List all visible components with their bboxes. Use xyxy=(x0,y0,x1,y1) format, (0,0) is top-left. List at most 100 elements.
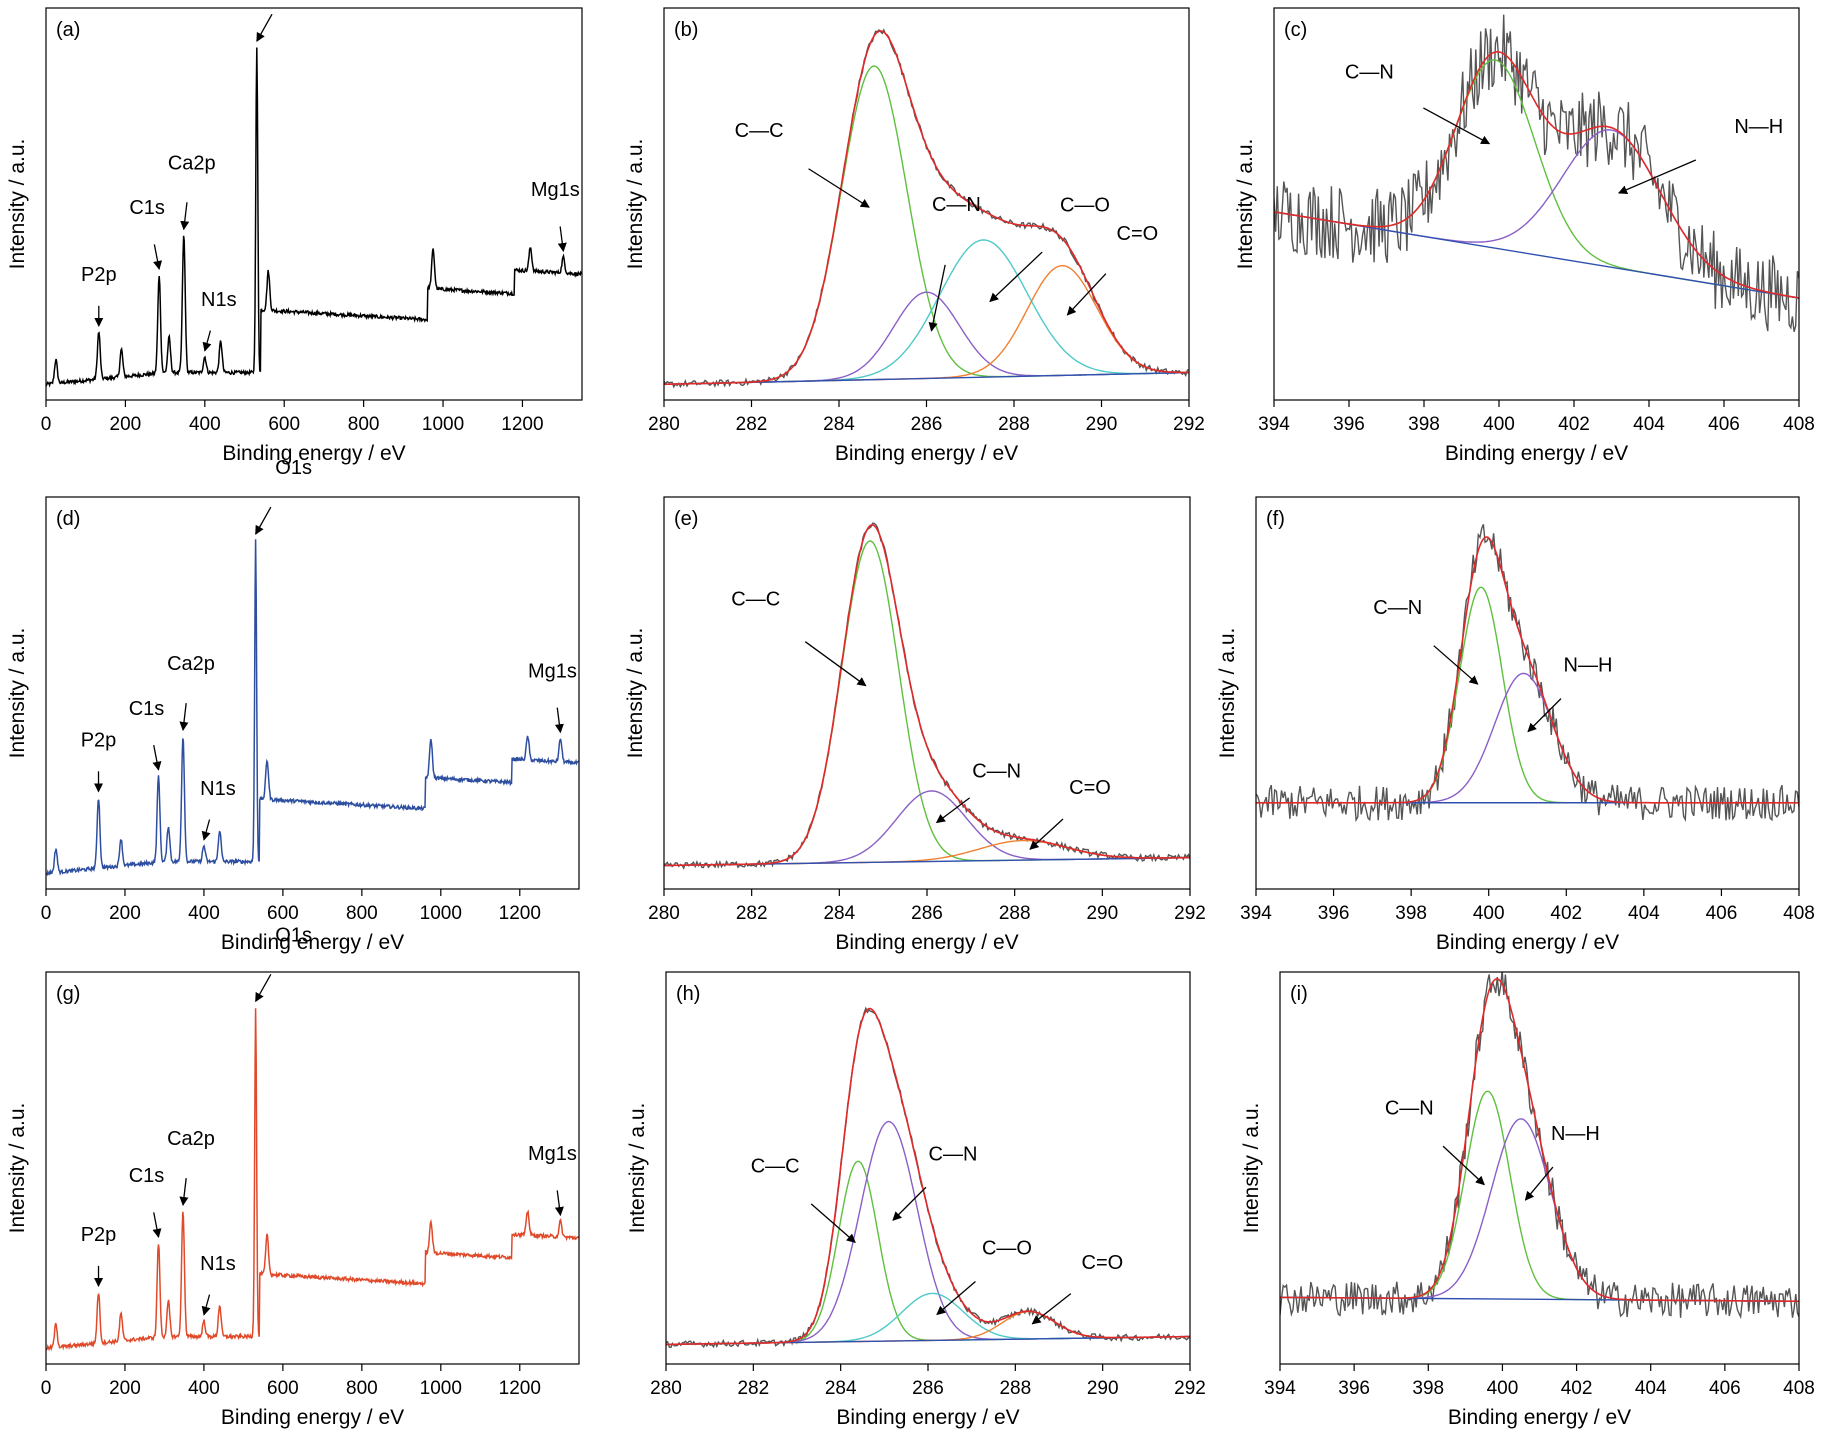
plot-frame xyxy=(663,496,1191,890)
annotation-arrow xyxy=(152,1212,162,1238)
x-tick-label: 1000 xyxy=(420,1378,462,1399)
x-tick-label: 284 xyxy=(825,1378,857,1399)
x-tick-label: 402 xyxy=(1550,903,1582,924)
peak-label: Ca2p xyxy=(167,653,215,675)
x-tick-label: 400 xyxy=(1473,903,1505,924)
x-tick-label: 404 xyxy=(1633,414,1665,435)
survey-spectrum xyxy=(46,1008,579,1352)
plot-frame xyxy=(45,971,580,1365)
peak-label: Ca2p xyxy=(167,1128,215,1150)
panel-label: (b) xyxy=(674,19,698,41)
annotation-arrow xyxy=(989,251,1043,303)
x-tick-label: 286 xyxy=(912,1378,944,1399)
x-axis-label: Binding energy / eV xyxy=(836,1406,1019,1429)
x-tick-label: 600 xyxy=(267,1378,299,1399)
x-tick-label: 600 xyxy=(267,903,299,924)
annotation-arrow xyxy=(810,1203,856,1243)
y-axis-label: Intensity / a.u. xyxy=(624,628,647,759)
x-tick-label: 282 xyxy=(736,414,768,435)
plot-area xyxy=(666,1006,1190,1349)
peak-label: Ca2p xyxy=(168,152,216,174)
raw-spectrum xyxy=(1280,972,1799,1320)
peak-label: C1s xyxy=(129,1165,165,1187)
component-label: N—H xyxy=(1734,116,1783,138)
x-tick-label: 290 xyxy=(1086,903,1118,924)
x-tick-label: 286 xyxy=(911,903,943,924)
annotation-arrow xyxy=(179,1178,189,1207)
plot-frame xyxy=(1273,7,1800,401)
x-tick-label: 1200 xyxy=(499,903,541,924)
annotation-arrow xyxy=(1527,698,1562,733)
fit-component-1 xyxy=(1280,1118,1799,1302)
annotation-arrow xyxy=(180,202,190,231)
component-label: C—O xyxy=(1060,195,1110,217)
plot-area xyxy=(1274,14,1799,332)
fit-component-3 xyxy=(664,264,1189,385)
x-tick-label: 292 xyxy=(1173,414,1205,435)
x-tick-label: 800 xyxy=(346,903,378,924)
panel-label: (e) xyxy=(674,508,698,530)
x-tick-label: 284 xyxy=(823,903,855,924)
fit-component-1 xyxy=(664,291,1189,385)
x-tick-label: 402 xyxy=(1558,414,1590,435)
x-tick-label: 394 xyxy=(1264,1378,1296,1399)
x-tick-label: 404 xyxy=(1635,1378,1667,1399)
plot-area xyxy=(664,522,1190,870)
x-tick-label: 400 xyxy=(188,903,220,924)
annotation-arrow xyxy=(1617,159,1697,194)
peak-label: P2p xyxy=(81,1224,117,1246)
peak-label: N1s xyxy=(200,778,236,800)
annotation-arrow xyxy=(202,330,212,352)
component-label: C—N xyxy=(929,1143,978,1165)
x-tick-label: 398 xyxy=(1395,903,1427,924)
annotation-arrow xyxy=(179,703,189,732)
x-tick-label: 800 xyxy=(346,1378,378,1399)
component-label: C=O xyxy=(1069,777,1111,799)
peak-label: Mg1s xyxy=(531,179,580,201)
x-axis-label: Binding energy / eV xyxy=(835,931,1018,954)
annotation-arrow xyxy=(804,641,867,687)
annotation-arrow xyxy=(255,506,272,535)
component-label: N—H xyxy=(1551,1123,1600,1145)
peak-label: C1s xyxy=(129,197,165,219)
annotation-arrow xyxy=(1433,645,1479,685)
y-axis-label: Intensity / a.u. xyxy=(624,139,647,270)
x-tick-label: 400 xyxy=(1483,414,1515,435)
x-tick-label: 0 xyxy=(41,414,52,435)
fit-envelope xyxy=(1256,536,1799,804)
y-axis-label: Intensity / a.u. xyxy=(6,1103,29,1234)
fit-envelope xyxy=(664,30,1189,386)
x-tick-label: 200 xyxy=(109,1378,141,1399)
x-tick-label: 404 xyxy=(1628,903,1660,924)
x-axis-label: Binding energy / eV xyxy=(222,442,405,465)
peak-label: Mg1s xyxy=(528,1143,577,1165)
annotation-arrow xyxy=(557,226,567,253)
fit-component-0 xyxy=(664,65,1189,385)
panel-i: 394 396 398 400 402 404 406 408 Binding energy /… xyxy=(1240,971,1815,1429)
x-tick-label: 396 xyxy=(1318,903,1350,924)
fit-component-0 xyxy=(1280,1090,1799,1302)
plot-frame xyxy=(665,971,1191,1365)
annotation-arrow xyxy=(152,745,162,771)
x-tick-label: 800 xyxy=(348,414,380,435)
annotation-arrow xyxy=(1066,273,1107,316)
x-tick-label: 0 xyxy=(41,903,52,924)
y-axis-label: Intensity / a.u. xyxy=(6,139,29,270)
panel-label: (g) xyxy=(56,983,80,1005)
plot-area xyxy=(46,1008,579,1352)
plot-frame xyxy=(45,7,583,401)
component-label: N—H xyxy=(1564,655,1613,677)
y-axis-label: Intensity / a.u. xyxy=(1240,1103,1263,1234)
annotation-arrow xyxy=(554,707,564,734)
raw-spectrum xyxy=(1274,14,1799,332)
y-axis-label: Intensity / a.u. xyxy=(6,628,29,759)
annotation-arrow xyxy=(554,1190,564,1217)
panel-a: 0 200 400 600 800 1000 1200 Binding energy / eV… xyxy=(6,7,583,465)
panel-label: (a) xyxy=(56,19,80,41)
x-tick-label: 288 xyxy=(999,1378,1031,1399)
panel-label: (c) xyxy=(1284,19,1307,41)
x-tick-label: 400 xyxy=(189,414,221,435)
x-tick-label: 398 xyxy=(1408,414,1440,435)
x-tick-label: 400 xyxy=(1487,1378,1519,1399)
y-axis-label: Intensity / a.u. xyxy=(626,1103,649,1234)
